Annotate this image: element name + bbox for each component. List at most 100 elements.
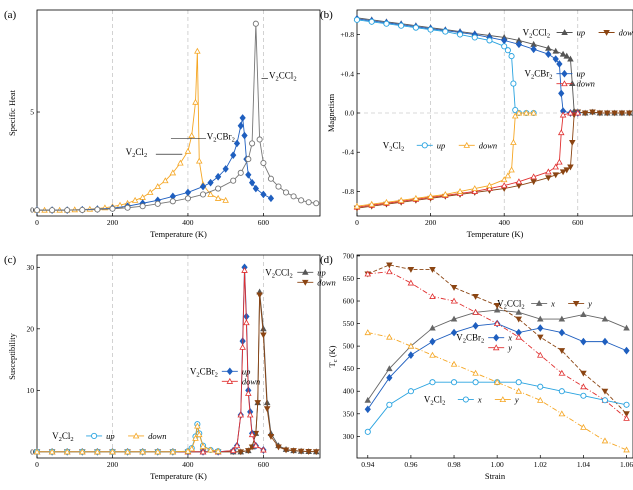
plot-frame (37, 255, 320, 458)
data-point (314, 201, 319, 206)
data-point (451, 380, 456, 385)
data-point (291, 194, 296, 199)
data-point (200, 183, 205, 189)
y-axis-label: Magnetism (326, 93, 336, 132)
data-point (473, 380, 478, 385)
series-v2cbr2-down (34, 268, 266, 454)
data-point (430, 325, 435, 330)
data-point (516, 335, 521, 340)
data-point (185, 189, 190, 195)
y-axis-label: Susceptibility (7, 332, 17, 380)
data-point (408, 389, 413, 394)
data-point (505, 173, 510, 178)
data-point (365, 330, 370, 335)
legend-title: V2Cl2 (424, 395, 446, 407)
data-point (430, 380, 435, 385)
data-point (531, 46, 536, 52)
panel-label: (a) (4, 9, 17, 21)
data-point (559, 389, 564, 394)
data-point (538, 325, 543, 331)
legend-title: V2Cl2 (383, 140, 405, 152)
legend-label: up (577, 28, 586, 38)
data-point (430, 294, 435, 299)
x-tick-label: 600 (258, 218, 270, 227)
data-point (265, 407, 270, 412)
y-tick-label: +0.8 (340, 30, 354, 39)
legend-label: down (576, 79, 594, 89)
legend-title: V2CBr2 (456, 333, 484, 345)
legend-marker (494, 335, 499, 341)
legend-label: x (550, 298, 555, 308)
data-point (581, 393, 586, 398)
data-point (140, 195, 145, 200)
data-point (570, 140, 575, 145)
data-point (387, 269, 392, 274)
data-point (369, 19, 374, 24)
series-annotation: V2Cl2 (126, 147, 148, 159)
legend-label: down (619, 28, 633, 38)
y-tick-label: 10 (27, 386, 35, 395)
series-v2ccl2-up (354, 15, 632, 115)
y-tick-label: 20 (27, 324, 35, 333)
data-point (208, 179, 213, 185)
series-line (357, 112, 629, 208)
panel-d: 0.94 0.96 0.98 1.00 1.02 1.04 1.06300350400450… (320, 251, 633, 481)
data-point (487, 38, 492, 43)
data-point (238, 123, 243, 129)
data-point (365, 429, 370, 434)
data-point (246, 157, 251, 162)
data-point (509, 167, 514, 172)
panel-label: (d) (320, 254, 333, 266)
data-point (244, 320, 249, 325)
series-line (37, 24, 316, 210)
y-tick-label: 300 (343, 432, 355, 441)
data-point (110, 206, 115, 211)
plot-frame (357, 255, 633, 458)
legend-label: up (242, 366, 251, 376)
y-tick-label: 0 (30, 206, 34, 215)
series-line (357, 18, 629, 113)
x-tick-label: 1.02 (534, 460, 547, 469)
y-tick-label: 600 (343, 297, 355, 306)
data-point (185, 149, 190, 154)
legend-title: V2CCl2 (523, 28, 551, 40)
data-point (178, 160, 183, 165)
data-point (413, 25, 418, 30)
legend-label: down (317, 277, 335, 287)
data-point (509, 54, 514, 59)
data-point (306, 200, 311, 205)
y-axis-label: Specific Heat (7, 89, 17, 136)
x-axis-label: Temperature (K) (150, 229, 207, 239)
series-v2ccl2-down (354, 110, 632, 211)
legend-title: V2CCl2 (265, 267, 293, 279)
x-axis-label: Temperature (K) (467, 229, 524, 239)
y-tick-label: 650 (343, 274, 355, 283)
data-point (624, 347, 629, 353)
data-point (557, 159, 562, 164)
legend-group: V2CCl2 x y (497, 298, 592, 310)
series-v2cbr2-x (365, 320, 629, 412)
y-tick-label: 0 (30, 447, 34, 456)
x-tick-label: 0.94 (361, 460, 374, 469)
legend-group: V2Cl2 up down (52, 431, 166, 443)
x-axis-label: Strain (485, 471, 506, 481)
x-tick-label: 0 (35, 460, 39, 469)
y-tick-label: 500 (343, 342, 355, 351)
data-point (155, 201, 160, 206)
data-point (216, 186, 221, 191)
x-tick-label: 400 (182, 218, 194, 227)
data-point (538, 335, 543, 340)
data-point (428, 27, 433, 32)
y-tick-label: 450 (343, 364, 355, 373)
y-tick-label: 400 (343, 387, 355, 396)
data-point (546, 51, 551, 57)
data-point (231, 152, 236, 158)
data-point (538, 398, 543, 403)
data-point (140, 204, 145, 209)
data-point (170, 199, 175, 204)
data-point (185, 196, 190, 201)
data-point (602, 438, 607, 443)
data-point (189, 133, 194, 138)
